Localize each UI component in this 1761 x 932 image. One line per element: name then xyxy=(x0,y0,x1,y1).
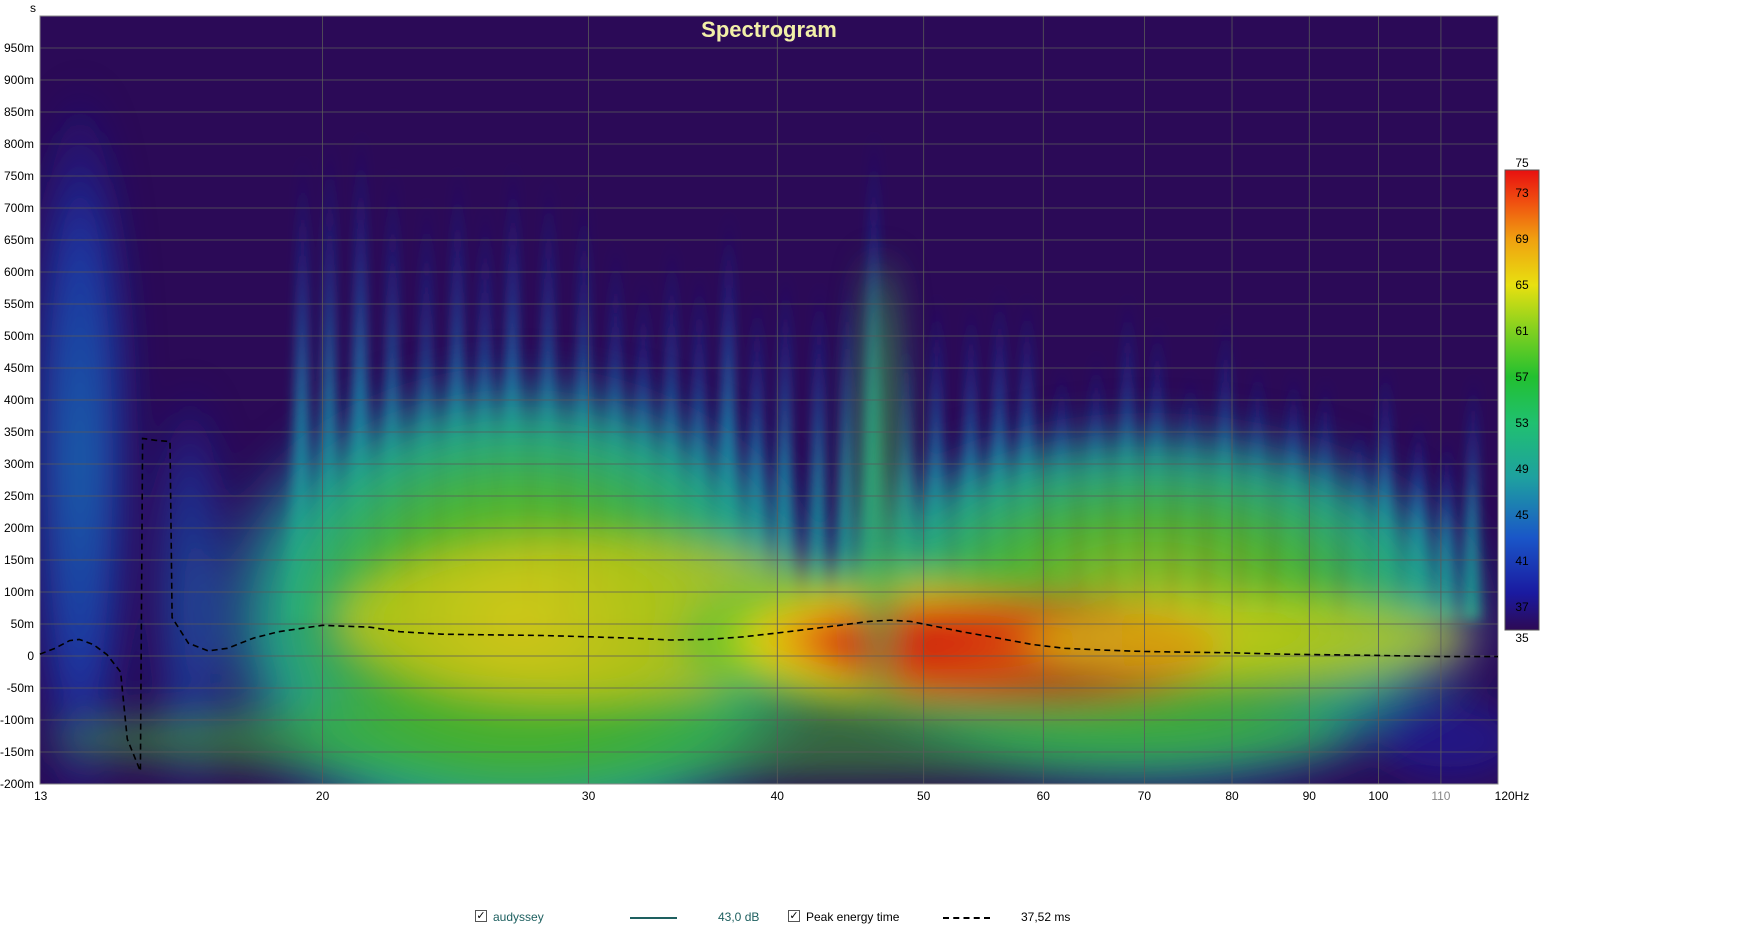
y-axis-ticks: 950m 900m 850m 800m 750m 700m 650m 600m 550m 500m… xyxy=(0,41,34,791)
y-tick-label: 50m xyxy=(11,617,34,631)
x-tick-label: 100 xyxy=(1368,789,1388,803)
y-tick-label: 400m xyxy=(4,393,34,407)
colorbar-tick-label: 35 xyxy=(1515,631,1529,645)
x-tick-label: 60 xyxy=(1037,789,1051,803)
y-tick-label: 200m xyxy=(4,521,34,535)
y-tick-label: 600m xyxy=(4,265,34,279)
y-tick-label: 650m xyxy=(4,233,34,247)
x-tick-label: 20 xyxy=(316,789,330,803)
y-tick-label: 500m xyxy=(4,329,34,343)
x-tick-label: 40 xyxy=(771,789,785,803)
y-tick-label: -100m xyxy=(0,713,34,727)
x-tick-label: 50 xyxy=(917,789,931,803)
colorbar-tick-label: 73 xyxy=(1515,186,1529,200)
y-axis-unit: s xyxy=(30,1,36,15)
y-tick-label: 750m xyxy=(4,169,34,183)
x-tick-label: 80 xyxy=(1225,789,1239,803)
peak-energy-time-line xyxy=(39,437,1498,772)
colorbar: 75 73 69 65 61 57 53 49 45 41 37 35 xyxy=(1504,156,1540,645)
x-axis-ticks: 13 20 30 40 50 60 70 80 90 100 110 120Hz xyxy=(34,789,1529,803)
legend-line-audyssey xyxy=(630,917,677,919)
legend-label-peak-energy-time: Peak energy time xyxy=(806,910,900,924)
colorbar-tick-label: 41 xyxy=(1515,554,1529,568)
legend-line-peak-energy-time xyxy=(943,917,990,919)
y-tick-label: 700m xyxy=(4,201,34,215)
colorbar-gradient xyxy=(1504,169,1540,631)
colorbar-tick-label: 57 xyxy=(1515,370,1529,384)
colorbar-ticks: 75 73 69 65 61 57 53 49 45 41 37 35 xyxy=(1515,156,1529,645)
colorbar-tick-label: 53 xyxy=(1515,416,1529,430)
legend-value-audyssey: 43,0 dB xyxy=(718,910,760,924)
y-tick-label: 250m xyxy=(4,489,34,503)
y-tick-label: -150m xyxy=(0,745,34,759)
y-tick-label: 800m xyxy=(4,137,34,151)
colorbar-tick-label: 75 xyxy=(1515,156,1529,170)
colorbar-tick-label: 69 xyxy=(1515,232,1529,246)
audyssey-checkbox[interactable]: ✓ xyxy=(475,910,487,922)
y-tick-label: 300m xyxy=(4,457,34,471)
y-tick-label: -200m xyxy=(0,777,34,791)
plot-frame xyxy=(39,15,1499,785)
legend: ✓ audyssey 43,0 dB ✓ Peak energy time 37… xyxy=(0,908,1761,928)
y-tick-label: 0 xyxy=(27,649,34,663)
y-tick-label: -50m xyxy=(7,681,34,695)
colorbar-tick-label: 49 xyxy=(1515,462,1529,476)
y-tick-label: 550m xyxy=(4,297,34,311)
colorbar-tick-label: 37 xyxy=(1515,600,1529,614)
colorbar-tick-label: 65 xyxy=(1515,278,1529,292)
x-tick-label: 30 xyxy=(582,789,596,803)
y-tick-label: 350m xyxy=(4,425,34,439)
y-tick-label: 450m xyxy=(4,361,34,375)
colorbar-tick-label: 61 xyxy=(1515,324,1529,338)
x-tick-label: 70 xyxy=(1138,789,1152,803)
y-tick-label: 850m xyxy=(4,105,34,119)
colorbar-tick-label: 45 xyxy=(1515,508,1529,522)
x-tick-label: 13 xyxy=(34,789,48,803)
x-tick-label: 90 xyxy=(1303,789,1317,803)
y-tick-label: 150m xyxy=(4,553,34,567)
y-tick-label: 900m xyxy=(4,73,34,87)
spectrogram-heatmap xyxy=(40,80,1498,784)
legend-value-peak-energy-time: 37,52 ms xyxy=(1021,910,1071,924)
y-tick-label: 100m xyxy=(4,585,34,599)
legend-label-audyssey: audyssey xyxy=(493,910,544,924)
x-tick-label: 120Hz xyxy=(1495,789,1530,803)
y-tick-label: 950m xyxy=(4,41,34,55)
x-tick-label: 110 xyxy=(1431,789,1450,803)
peak-energy-time-checkbox[interactable]: ✓ xyxy=(788,910,800,922)
chart-title: Spectrogram xyxy=(701,17,837,42)
